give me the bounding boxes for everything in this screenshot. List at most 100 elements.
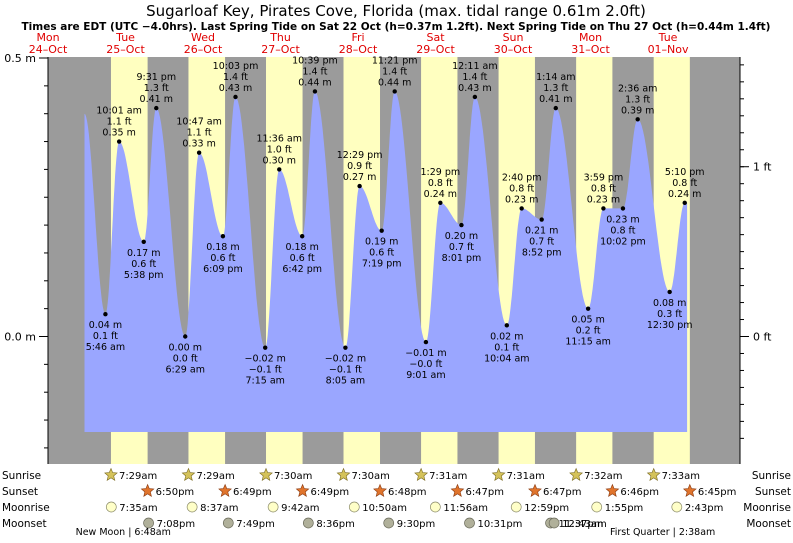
- high-tide-marker: [553, 105, 558, 111]
- almanac-legend-left: Sunrise Sunset Moonrise Moonset: [2, 470, 50, 530]
- low-tide-marker: [667, 289, 672, 295]
- sunset-icon: [605, 483, 620, 497]
- moonrise-icon: [671, 501, 683, 513]
- low-tide-marker: [504, 323, 510, 328]
- sunset-icon: [218, 483, 232, 497]
- low-tide-label: 0.7 ft: [529, 237, 554, 248]
- almanac-legend-right: Sunrise Sunset Moonrise Moonset: [743, 470, 791, 530]
- low-tide-label: 0.6 ft: [131, 259, 156, 270]
- low-tide-label: 7:15 am: [245, 376, 284, 387]
- sunrise-time: 7:30am: [274, 471, 312, 482]
- high-tide-marker: [635, 117, 640, 122]
- sunrise-time: 7:33am: [662, 471, 700, 482]
- low-tide-label: −0.01 m: [405, 348, 446, 359]
- low-tide-label: 5:46 am: [86, 342, 125, 353]
- low-tide-label: 8:01 pm: [442, 253, 482, 264]
- low-tide-label: 10:02 pm: [600, 236, 646, 247]
- date-label: 24–Oct: [29, 43, 68, 56]
- axes: 0.5 m 0.0 m 1 ft 0 ft: [4, 52, 772, 464]
- high-tide-label: 0.24 m: [668, 189, 701, 200]
- moonset-icon: [464, 517, 475, 529]
- date-label: 29–Oct: [416, 43, 455, 56]
- moonrise-icon: [186, 501, 198, 513]
- legend-moonrise-left: Moonrise: [2, 502, 50, 514]
- sunset-icon: [682, 483, 697, 497]
- high-tide-label: 0.43 m: [219, 83, 252, 94]
- legend-sunrise-right: Sunrise: [752, 470, 791, 482]
- high-tide-label: 11:36 am: [257, 133, 302, 144]
- low-tide-marker: [379, 228, 384, 233]
- low-tide-marker: [220, 234, 226, 239]
- day-of-week-label: Wed: [191, 31, 215, 44]
- left-tick-label: 0.0 m: [4, 331, 36, 344]
- low-tide-label: 0.0 ft: [173, 354, 198, 365]
- moonrise-time: 1:55pm: [605, 503, 644, 514]
- low-tide-label: −0.0 ft: [409, 359, 442, 370]
- moonset-time: 8:36pm: [316, 519, 355, 530]
- high-tide-label: 9:31 pm: [136, 72, 176, 83]
- sunset-icon: [140, 483, 155, 497]
- day-of-week-label: Sun: [503, 31, 524, 44]
- sunset-icon: [373, 483, 387, 497]
- legend-sunset-right: Sunset: [755, 486, 791, 498]
- low-tide-label: 0.1 ft: [93, 331, 118, 342]
- moonset-icon: [383, 517, 395, 529]
- moon-phase-first-quarter: First Quarter | 2:38am: [610, 527, 715, 538]
- sunrise-icon: [104, 467, 118, 481]
- low-tide-marker: [343, 345, 348, 350]
- sunset-time: 6:48pm: [388, 487, 427, 498]
- high-tide-label: 12:29 pm: [337, 150, 383, 161]
- high-tide-label: 2:36 am: [618, 83, 657, 94]
- low-tide-label: 0.21 m: [525, 226, 558, 237]
- moonrise-time: 7:35am: [119, 503, 157, 514]
- high-tide-label: 1:14 am: [536, 72, 575, 83]
- sunrise-time: 7:31am: [429, 471, 467, 482]
- high-tide-label: 0.44 m: [298, 77, 331, 88]
- sunrise-time: 7:30am: [352, 471, 390, 482]
- moonrise-time: 2:43pm: [685, 503, 724, 514]
- high-tide-label: 0.27 m: [343, 172, 376, 183]
- low-tide-label: 0.6 ft: [290, 253, 315, 264]
- sunset-time: 6:46pm: [620, 487, 659, 498]
- high-tide-marker: [472, 94, 478, 100]
- high-tide-label: 0.35 m: [102, 128, 135, 139]
- high-tide-label: 0.8 ft: [428, 178, 453, 189]
- high-tide-label: 0.44 m: [378, 77, 411, 88]
- low-tide-label: 6:09 pm: [203, 264, 243, 275]
- high-tide-label: 0.8 ft: [672, 178, 697, 189]
- high-tide-label: 10:01 am: [96, 106, 141, 117]
- sunset-time: 6:47pm: [465, 487, 504, 498]
- sunrise-time: 7:29am: [196, 471, 234, 482]
- high-tide-marker: [233, 94, 238, 100]
- high-tide-marker: [601, 206, 606, 211]
- high-tide-label: 2:40 pm: [502, 172, 542, 183]
- high-tide-marker: [154, 105, 159, 111]
- low-tide-label: 0.00 m: [169, 343, 202, 354]
- high-tide-label: 1.1 ft: [107, 117, 132, 128]
- sunrise-icon: [491, 467, 506, 481]
- high-tide-label: 1.3 ft: [625, 94, 650, 105]
- date-label: 25–Oct: [106, 43, 145, 56]
- low-tide-label: 11:15 am: [565, 337, 610, 348]
- date-label: 30–Oct: [494, 43, 533, 56]
- low-tide-marker: [423, 339, 429, 345]
- high-tide-marker: [196, 150, 202, 155]
- sunrise-icon: [414, 467, 429, 481]
- low-tide-label: 0.6 ft: [210, 253, 235, 264]
- high-tide-label: 1:29 pm: [421, 167, 461, 178]
- high-tide-label: 0.33 m: [182, 139, 215, 150]
- high-tide-label: 1.4 ft: [462, 72, 487, 83]
- low-tide-label: 0.2 ft: [576, 326, 601, 337]
- moonrise-icon: [267, 501, 279, 513]
- moonrise-time: 10:50am: [362, 503, 407, 514]
- moonrise-time: 12:59pm: [524, 503, 569, 514]
- low-tide-label: 0.1 ft: [494, 342, 519, 353]
- sunset-time: 6:50pm: [156, 487, 195, 498]
- low-tide-label: 0.23 m: [606, 214, 639, 225]
- date-label: 28–Oct: [339, 43, 378, 56]
- sunset-icon: [295, 483, 310, 497]
- high-tide-marker: [116, 139, 122, 144]
- tide-curve: [84, 91, 688, 433]
- low-tide-label: 9:01 am: [406, 370, 445, 381]
